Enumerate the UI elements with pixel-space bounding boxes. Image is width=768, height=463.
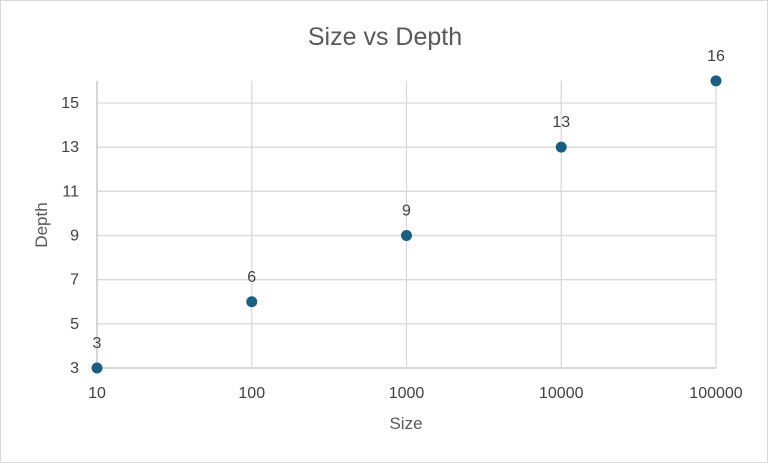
x-tick-label: 100000 [689,385,742,402]
data-label: 9 [402,203,411,220]
x-tick-label: 1000 [389,385,425,402]
data-point [246,296,258,308]
y-tick-label: 15 [61,95,79,112]
x-tick-label: 10 [88,385,106,402]
data-point [710,75,722,87]
data-point [401,230,412,242]
x-tick-label: 100 [238,385,265,402]
y-tick-label: 9 [70,228,79,245]
data-label: 3 [93,335,102,352]
grid-layer [96,81,717,369]
y-tick-label: 11 [62,183,79,200]
data-label: 16 [707,48,725,65]
data-point [91,362,103,374]
data-label: 6 [247,269,256,286]
y-tick-label: 3 [70,360,79,377]
y-tick-label: 7 [70,272,79,289]
data-label: 13 [552,114,570,131]
data-point [555,141,567,153]
y-tick-label: 5 [70,316,79,333]
y-axis-label: Depth [32,202,51,247]
data-label-layer: 3 6 9 13 16 [93,48,725,352]
y-tick-label: 13 [61,139,79,156]
x-axis-label: Size [389,414,422,433]
chart-title: Size vs Depth [308,23,462,51]
x-tick-label: 10000 [539,385,584,402]
point-layer [91,75,722,374]
